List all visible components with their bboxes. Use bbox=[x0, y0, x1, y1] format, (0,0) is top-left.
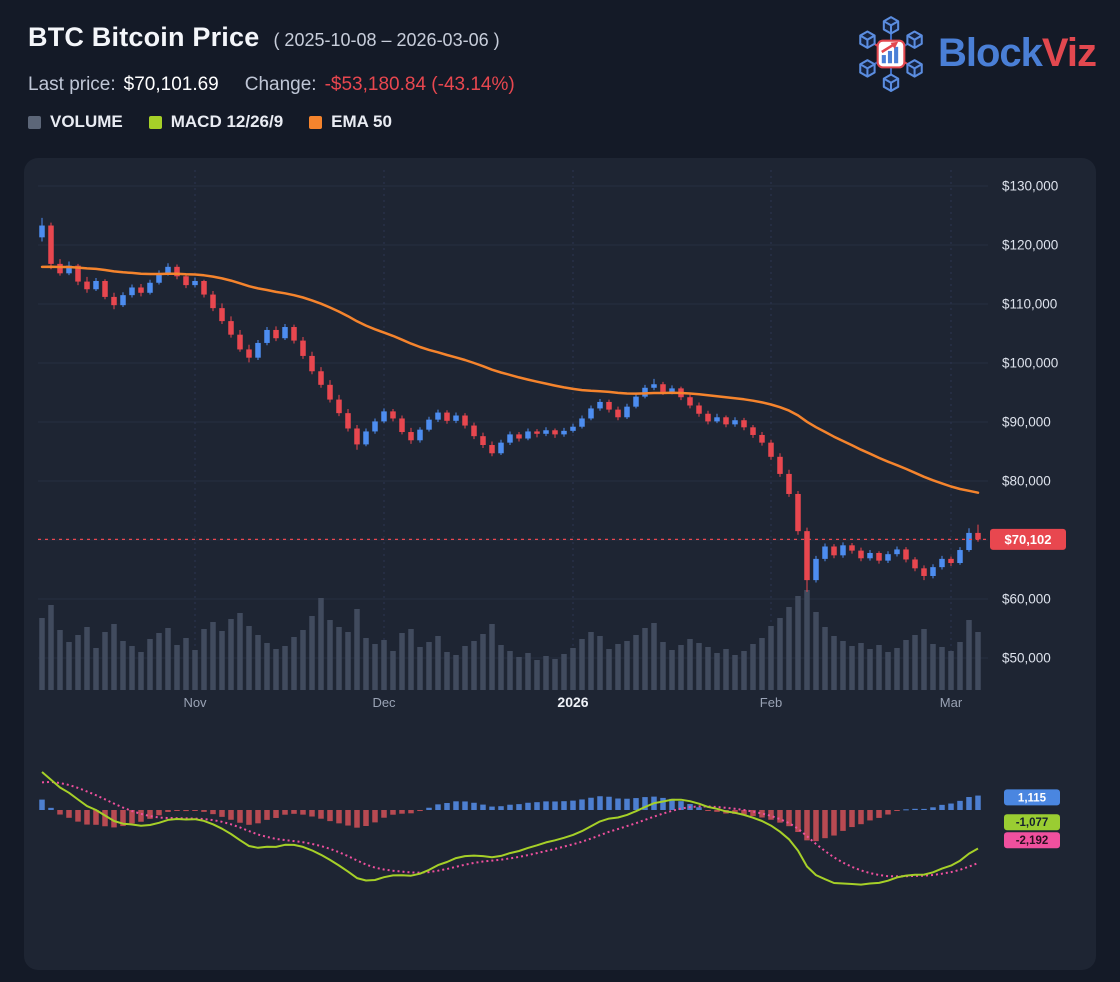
ema-line bbox=[40, 265, 980, 494]
legend-label: EMA 50 bbox=[331, 112, 392, 131]
svg-text:$70,102: $70,102 bbox=[1005, 532, 1052, 547]
svg-text:$120,000: $120,000 bbox=[1002, 238, 1058, 253]
legend-item-macd-12-26-9[interactable]: MACD 12/26/9 bbox=[148, 112, 284, 132]
change-label: Change: bbox=[244, 74, 317, 95]
svg-text:$110,000: $110,000 bbox=[1002, 297, 1057, 312]
legend-swatch bbox=[148, 115, 162, 129]
x-axis-labels: Nov Dec 2026 Feb Mar bbox=[183, 694, 962, 710]
page-title: BTC Bitcoin Price bbox=[28, 22, 260, 52]
y-axis-labels: $130,000 $120,000 $110,000 $100,000 $90,000 $… bbox=[1002, 179, 1058, 666]
legend-item-ema-50[interactable]: EMA 50 bbox=[309, 112, 392, 132]
svg-text:$100,000: $100,000 bbox=[1002, 356, 1058, 371]
price-grid bbox=[38, 170, 988, 690]
svg-text:2026: 2026 bbox=[557, 694, 588, 710]
date-range: ( 2025-10-08 – 2026-03-06 ) bbox=[273, 30, 500, 50]
svg-text:Mar: Mar bbox=[940, 695, 963, 710]
svg-text:Dec: Dec bbox=[372, 695, 396, 710]
chart-legend: VOLUME MACD 12/26/9 EMA 50 bbox=[28, 112, 392, 132]
blockviz-logo-text: BlockViz bbox=[937, 30, 1097, 76]
svg-text:$60,000: $60,000 bbox=[1002, 592, 1051, 607]
svg-text:Nov: Nov bbox=[183, 695, 207, 710]
svg-text:Feb: Feb bbox=[760, 695, 782, 710]
price-chart[interactable]: $130,000 $120,000 $110,000 $100,000 $90,000 $… bbox=[24, 158, 1096, 970]
last-price-label: Last price: bbox=[28, 74, 116, 95]
logo-text-viz: Viz bbox=[1041, 30, 1097, 75]
volume-layer bbox=[39, 590, 981, 690]
macd-histogram bbox=[39, 795, 981, 842]
macd-line bbox=[41, 771, 979, 886]
blockviz-logo: BlockViz bbox=[850, 12, 1097, 94]
header-title-row: BTC Bitcoin Price ( 2025-10-08 – 2026-03… bbox=[28, 22, 500, 53]
last-price-value: $70,101.69 bbox=[123, 74, 219, 95]
chart-panel: $130,000 $120,000 $110,000 $100,000 $90,000 $… bbox=[24, 158, 1096, 970]
legend-item-volume[interactable]: VOLUME bbox=[28, 112, 123, 132]
svg-text:$50,000: $50,000 bbox=[1002, 651, 1051, 666]
logo-chart-icon bbox=[876, 39, 906, 69]
legend-swatch bbox=[309, 115, 323, 129]
blockviz-logo-icon bbox=[859, 16, 923, 92]
svg-text:1,115: 1,115 bbox=[1018, 792, 1047, 804]
change-value: -$53,180.84 (-43.14%) bbox=[324, 74, 515, 95]
price-row: Last price: $70,101.69 Change: -$53,180.… bbox=[28, 74, 515, 96]
logo-text-block: Block bbox=[937, 30, 1043, 75]
svg-text:$90,000: $90,000 bbox=[1002, 415, 1051, 430]
legend-swatch bbox=[28, 115, 41, 129]
svg-text:-1,077: -1,077 bbox=[1016, 817, 1049, 829]
price-badge: $70,102 bbox=[990, 528, 1066, 550]
svg-text:-2,192: -2,192 bbox=[1016, 835, 1049, 847]
macd-badges: 1,115 -1,077 -2,192 bbox=[1004, 789, 1060, 849]
legend-label: MACD 12/26/9 bbox=[170, 112, 284, 131]
legend-label: VOLUME bbox=[50, 112, 123, 131]
svg-text:$130,000: $130,000 bbox=[1002, 179, 1058, 194]
macd-signal-line bbox=[41, 780, 979, 878]
svg-text:$80,000: $80,000 bbox=[1002, 474, 1051, 489]
